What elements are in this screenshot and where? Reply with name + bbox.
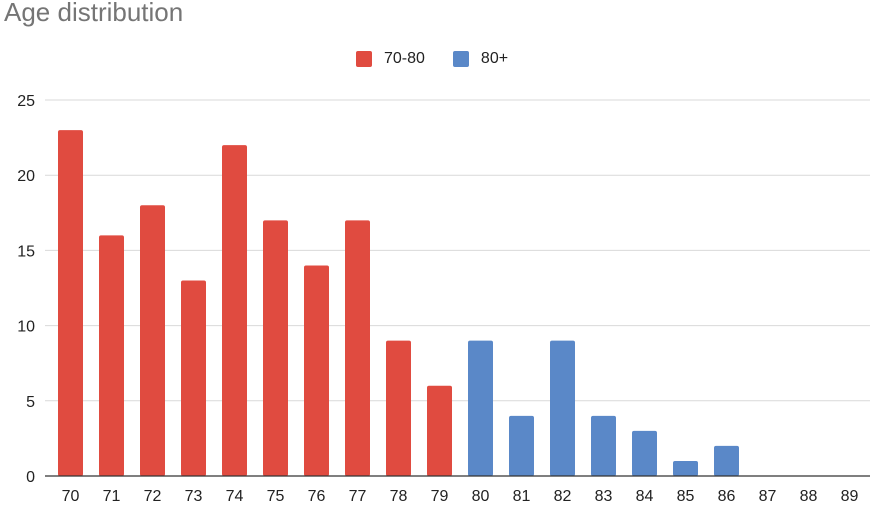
bar-81[interactable] — [509, 415, 534, 476]
x-tick-label: 71 — [103, 488, 121, 505]
x-tick-label: 79 — [431, 488, 449, 505]
x-tick-label: 84 — [636, 488, 654, 505]
bar-72[interactable] — [140, 205, 165, 476]
bar-84[interactable] — [632, 430, 657, 476]
bar-70[interactable] — [58, 130, 83, 476]
x-tick-label: 83 — [595, 488, 613, 505]
bar-79[interactable] — [427, 385, 452, 476]
legend-item-70-80[interactable]: 70-80 — [356, 50, 425, 68]
x-tick-label: 78 — [390, 488, 408, 505]
x-tick-label: 87 — [759, 488, 777, 505]
x-tick-label: 77 — [349, 488, 367, 505]
bar-85[interactable] — [673, 460, 698, 476]
legend-swatch-80-plus — [452, 51, 469, 67]
chart-legend: 70-80 80+ — [356, 50, 508, 68]
legend-label-70-80: 70-80 — [384, 50, 425, 67]
bar-73[interactable] — [181, 280, 206, 476]
bar-76[interactable] — [304, 265, 329, 476]
x-tick-label: 80 — [472, 488, 490, 505]
bar-83[interactable] — [591, 415, 616, 476]
x-tick-label: 76 — [308, 488, 326, 505]
x-tick-label: 70 — [62, 488, 80, 505]
x-tick-label: 88 — [800, 488, 818, 505]
x-tick-label: 86 — [718, 488, 736, 505]
bar-86[interactable] — [714, 445, 739, 476]
x-tick-label: 85 — [677, 488, 695, 505]
bar-74[interactable] — [222, 145, 247, 476]
bar-82[interactable] — [550, 340, 575, 476]
axes: 0 5 10 15 20 25 70 71 72 73 74 75 76 77 78 79 80 81 82 83 84… — [17, 93, 870, 505]
y-tick-label: 0 — [26, 469, 35, 486]
x-tick-label: 89 — [841, 488, 859, 505]
bar-71[interactable] — [99, 235, 124, 476]
x-tick-label: 75 — [267, 488, 285, 505]
y-tick-label: 5 — [26, 394, 35, 411]
bar-75[interactable] — [263, 220, 288, 476]
bar-80[interactable] — [468, 340, 493, 476]
y-tick-label: 25 — [17, 93, 35, 110]
x-tick-label: 81 — [513, 488, 531, 505]
legend-swatch-70-80 — [356, 51, 372, 67]
x-tick-label: 73 — [185, 488, 203, 505]
chart-title: Age distribution — [4, 0, 184, 27]
legend-label-80-plus: 80+ — [480, 50, 509, 67]
y-tick-label: 15 — [17, 243, 35, 260]
y-tick-label: 10 — [17, 319, 35, 336]
grid-lines — [45, 99, 870, 402]
bars — [58, 130, 739, 476]
x-tick-label: 82 — [554, 488, 572, 505]
x-tick-label: 74 — [226, 488, 244, 505]
x-tick-label: 72 — [144, 488, 162, 505]
y-tick-label: 20 — [17, 168, 35, 185]
legend-item-80-plus[interactable]: 80+ — [452, 50, 509, 68]
bar-77[interactable] — [345, 220, 370, 476]
bar-78[interactable] — [386, 340, 411, 476]
